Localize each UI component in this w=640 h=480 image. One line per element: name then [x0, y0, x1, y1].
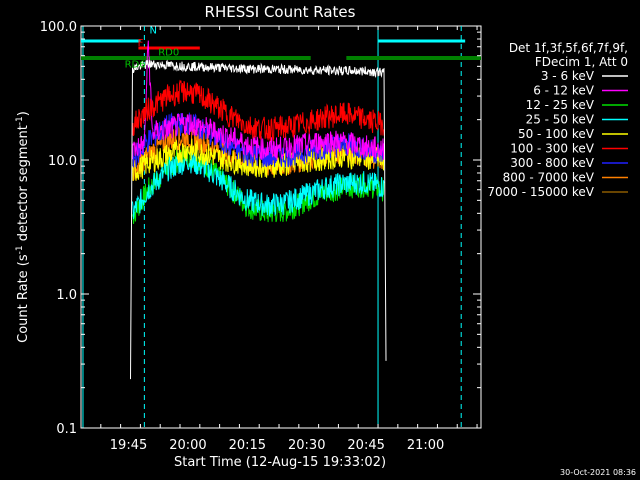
y-tick-label-10p0: 10.0	[48, 154, 77, 169]
x-tick-label-2015: 20:15	[229, 438, 266, 453]
y-axis-label-sup2: -1	[15, 116, 25, 125]
legend-title-line2: FDecim 1, Att 0	[535, 55, 628, 69]
status-bars	[81, 26, 481, 428]
y-axis-ticks: 100.0 10.0 1.0 0.1	[40, 20, 481, 437]
flag-labels: NF RD0 RD6	[125, 25, 180, 70]
y-axis-label: Count Rate (s-1 detector segment-1)	[15, 111, 31, 343]
legend: Det 1f,3f,5f,6f,7f,9f, FDecim 1, Att 0 3…	[487, 41, 628, 199]
series-3to6keV-kev-line	[130, 59, 387, 380]
legend-label-8: 7000 - 15000 keV	[487, 185, 594, 199]
y-tick-label-1p0: 1.0	[56, 288, 77, 303]
legend-label-3: 25 - 50 keV	[526, 113, 595, 127]
series-25to50keV-kev-line	[132, 151, 385, 219]
legend-label-4: 50 - 100 keV	[518, 127, 595, 141]
x-tick-label-2000: 20:00	[169, 438, 206, 453]
series-50to100keV-kev-line	[132, 138, 385, 181]
y-axis-label-part1: Count Rate (s	[16, 254, 31, 343]
legend-label-5: 100 - 300 keV	[510, 142, 594, 156]
legend-label-7: 800 - 7000 keV	[503, 171, 595, 185]
flag-label-n: N	[150, 25, 157, 36]
y-axis-label-part2: detector segment	[16, 125, 31, 245]
flag-label-f: F	[138, 38, 144, 49]
plot-frame	[80, 25, 482, 429]
y-axis-label-part3: )	[16, 111, 31, 116]
x-tick-label-2030: 20:30	[288, 438, 325, 453]
y-tick-label-0p1: 0.1	[56, 422, 77, 437]
y-axis-label-sup1: -1	[15, 245, 25, 254]
footer-timestamp: 30-Oct-2021 08:36	[560, 468, 636, 477]
x-tick-label-2045: 20:45	[347, 438, 384, 453]
series-300to800keV-kev-line	[132, 112, 385, 168]
legend-label-0: 3 - 6 keV	[541, 69, 595, 83]
chart-title: RHESSI Count Rates	[205, 3, 356, 21]
legend-title-line1: Det 1f,3f,5f,6f,7f,9f,	[509, 41, 628, 55]
x-tick-label-2100: 21:00	[407, 438, 444, 453]
legend-label-6: 300 - 800 keV	[510, 156, 594, 170]
x-axis-label: Start Time (12-Aug-15 19:33:02)	[174, 455, 386, 470]
x-tick-label-1945: 19:45	[110, 438, 147, 453]
flag-label-rd0: RD0	[158, 48, 179, 59]
legend-label-2: 12 - 25 keV	[526, 98, 595, 112]
series-6to12keV-kev-line	[132, 40, 385, 160]
y-tick-label-100p0: 100.0	[40, 20, 77, 35]
x-axis-ticks: 19:45 20:00 20:15 20:30 20:45 21:00	[80, 26, 478, 453]
series-100to300keV-kev-line	[132, 79, 385, 142]
flag-label-rd6: RD6	[125, 60, 146, 71]
series-group	[130, 40, 387, 380]
legend-label-1: 6 - 12 keV	[533, 84, 595, 98]
